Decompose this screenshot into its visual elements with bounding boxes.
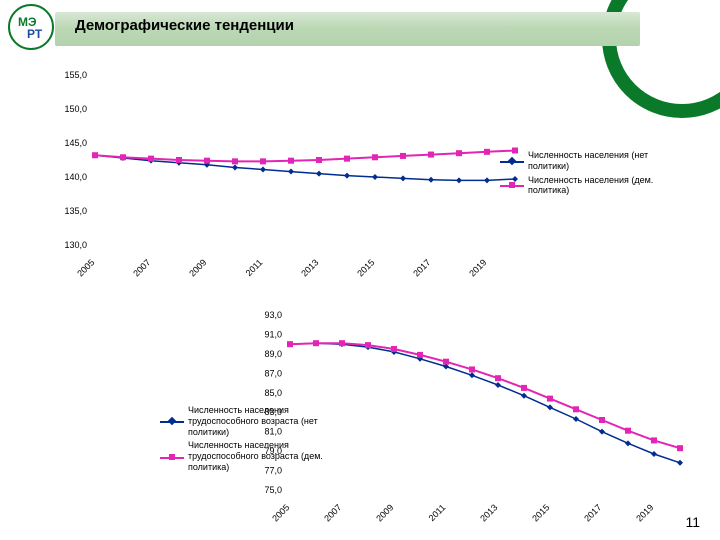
legend-item: Численность населения (нет политики) [500, 150, 660, 172]
svg-text:135,0: 135,0 [64, 206, 87, 216]
svg-text:2019: 2019 [467, 257, 488, 278]
slide: { "title": {"text":"Демографические тенд… [0, 0, 720, 540]
svg-text:85,0: 85,0 [264, 388, 282, 398]
legend-item: Численность населения (дем. политика) [500, 175, 660, 197]
legend-item: Численность населения трудоспособного во… [160, 405, 330, 437]
svg-text:2017: 2017 [411, 257, 432, 278]
svg-text:140,0: 140,0 [64, 172, 87, 182]
svg-text:2015: 2015 [530, 502, 551, 523]
svg-text:2019: 2019 [634, 502, 655, 523]
svg-text:130,0: 130,0 [64, 240, 87, 250]
svg-text:2007: 2007 [322, 502, 343, 523]
legend-item: Численность населения трудоспособного во… [160, 440, 330, 472]
svg-text:2005: 2005 [270, 502, 291, 523]
legend-top: Численность населения (нет политики) Числ… [500, 150, 660, 199]
page-number: 11 [685, 514, 700, 530]
svg-text:2015: 2015 [355, 257, 376, 278]
svg-text:91,0: 91,0 [264, 329, 282, 339]
page-title: Демографические тенденции [75, 17, 294, 34]
svg-text:2013: 2013 [299, 257, 320, 278]
svg-text:93,0: 93,0 [264, 310, 282, 320]
svg-text:2013: 2013 [478, 502, 499, 523]
svg-text:2009: 2009 [187, 257, 208, 278]
logo-icon: МЭ РТ [10, 6, 52, 48]
svg-text:155,0: 155,0 [64, 70, 87, 80]
legend-label: Численность населения (дем. политика) [528, 175, 660, 197]
legend-label: Численность населения трудоспособного во… [188, 405, 330, 437]
legend-label: Численность населения трудоспособного во… [188, 440, 330, 472]
legend-label: Численность населения (нет политики) [528, 150, 660, 172]
svg-text:75,0: 75,0 [264, 485, 282, 495]
svg-text:РТ: РТ [27, 27, 43, 41]
svg-text:150,0: 150,0 [64, 104, 87, 114]
svg-text:2017: 2017 [582, 502, 603, 523]
legend-bottom: Численность населения трудоспособного во… [160, 405, 330, 476]
svg-text:2011: 2011 [427, 502, 448, 523]
svg-text:2005: 2005 [75, 257, 96, 278]
mert-logo: МЭ РТ [8, 4, 54, 50]
svg-text:2007: 2007 [131, 257, 152, 278]
svg-text:2011: 2011 [244, 257, 265, 278]
svg-text:145,0: 145,0 [64, 138, 87, 148]
svg-text:89,0: 89,0 [264, 349, 282, 359]
svg-text:2009: 2009 [374, 502, 395, 523]
svg-text:87,0: 87,0 [264, 368, 282, 378]
